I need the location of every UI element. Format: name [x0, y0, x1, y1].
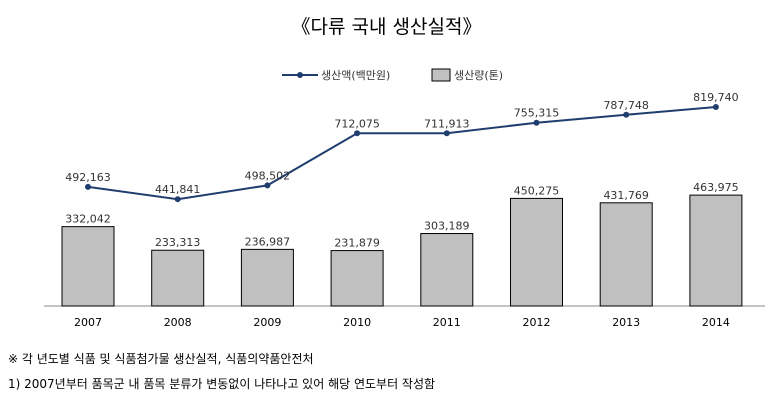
bar-2011	[420, 233, 474, 307]
legend-line-marker	[297, 72, 303, 78]
line-point-2009	[264, 182, 271, 189]
x-tick-2009: 2009	[253, 316, 281, 329]
line-label-2009: 498,502	[245, 169, 291, 182]
line-point-2012	[533, 119, 540, 126]
line-series	[87, 105, 716, 201]
x-tick-2013: 2013	[612, 316, 640, 329]
line-label-2010: 712,075	[334, 117, 380, 130]
chart-title: 《다류 국내 생산실적》	[291, 16, 482, 38]
bar-label-2007: 332,042	[65, 213, 111, 226]
x-tick-2008: 2008	[164, 316, 192, 329]
line-label-2012: 755,315	[514, 107, 560, 120]
line-point-2011	[443, 130, 450, 137]
x-tick-2010: 2010	[343, 316, 371, 329]
bar-label-2009: 236,987	[245, 235, 291, 248]
x-tick-2011: 2011	[433, 316, 461, 329]
legend-bar-label: 생산량(톤)	[454, 69, 503, 82]
bar-2012	[510, 197, 563, 307]
bar-2010	[330, 250, 384, 307]
line-label-2013: 787,748	[603, 99, 649, 112]
chart: 332,042 2007 233,313 2008 236,987 2009 231,879…	[44, 68, 765, 329]
line-point-2013	[623, 111, 630, 118]
x-tick-2007: 2007	[74, 316, 102, 329]
legend-line-label: 생산액(백만원)	[321, 69, 390, 82]
line-point-2007	[85, 183, 91, 190]
legend-bar-swatch	[431, 68, 451, 82]
x-tick-2012: 2012	[523, 316, 551, 329]
source-note: ※ 각 년도별 식품 및 식품첨가물 생산실적, 식품의약품안전처	[8, 352, 314, 366]
bar-2008	[151, 249, 205, 307]
bar-2014	[689, 194, 743, 307]
bar-label-2011: 303,189	[424, 220, 470, 233]
bar-2007	[61, 226, 115, 307]
line-point-2014	[712, 103, 719, 110]
footnote: 1) 2007년부터 품목군 내 품목 분류가 변동없이 나타나고 있어 해당 …	[8, 377, 436, 391]
line-point-2008	[174, 196, 181, 203]
bar-label-2013: 431,769	[603, 189, 649, 202]
line-label-2007: 492,163	[65, 171, 111, 184]
bar-2013	[599, 202, 653, 307]
x-tick-2014: 2014	[702, 316, 730, 329]
bar-label-2014: 463,975	[693, 181, 739, 194]
bar-2009	[240, 248, 294, 307]
line-label-2008: 441,841	[155, 183, 201, 196]
line-label-2014: 819,740	[693, 91, 739, 104]
bar-label-2008: 233,313	[155, 236, 201, 249]
line-label-2011: 711,913	[424, 117, 470, 130]
bar-label-2012: 450,275	[514, 184, 560, 197]
line-point-2010	[354, 130, 361, 137]
bar-label-2010: 231,879	[334, 237, 380, 250]
